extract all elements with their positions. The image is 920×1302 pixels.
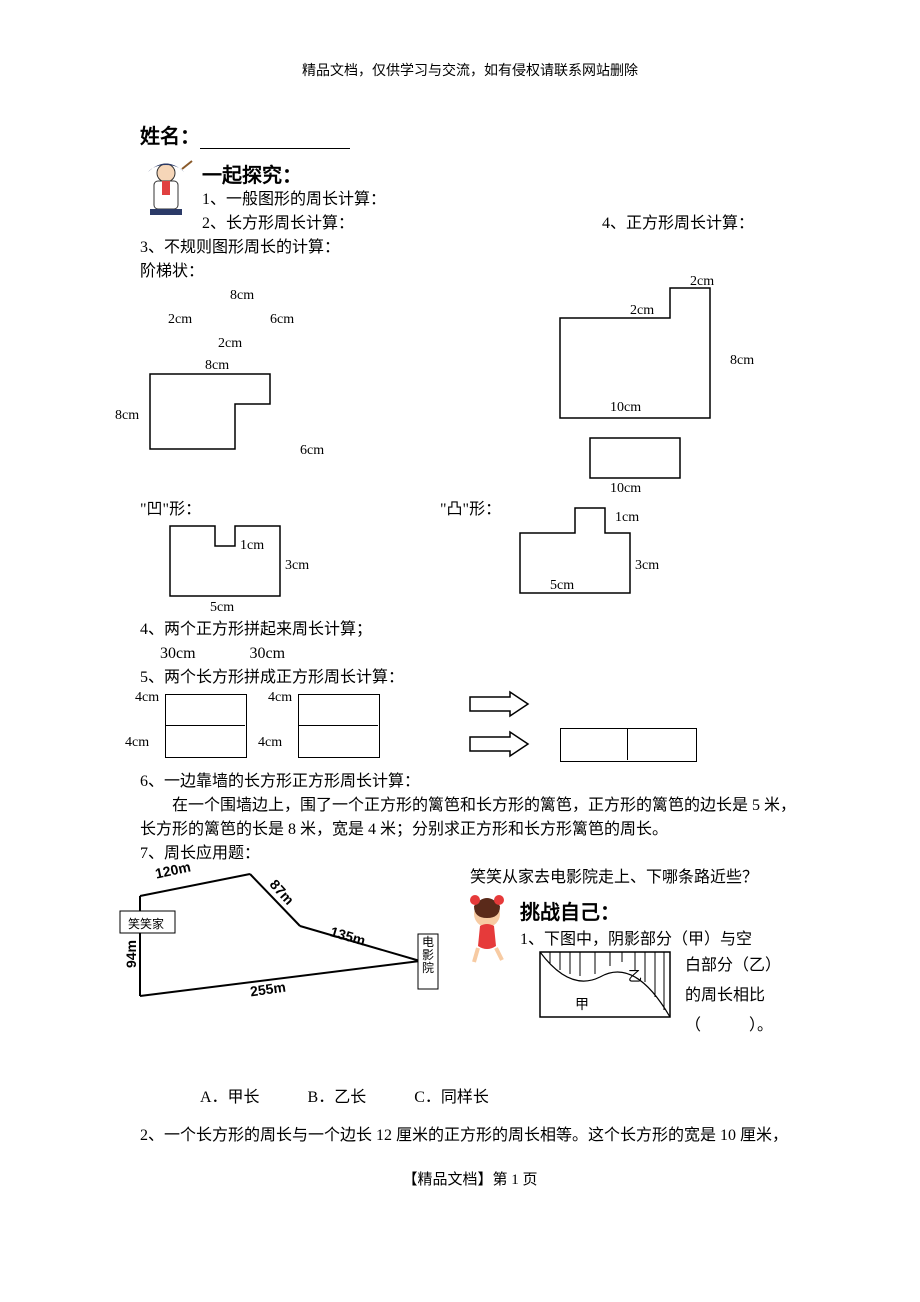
dim-label: 4cm (258, 735, 282, 751)
dim-label: 3cm (285, 558, 309, 574)
divider-line (298, 725, 378, 726)
q2-text: 2、一个长方形的周长与一个边长 12 厘米的正方形的周长相等。这个长方形的宽是 … (140, 1124, 800, 1148)
concave-label: "凹"形： (140, 498, 201, 522)
rect-shape (165, 694, 247, 758)
teacher-icon (140, 159, 192, 219)
q4-dims: 30cm 30cm (140, 642, 800, 666)
explore-section: 一起探究： 1、一般图形的周长计算： 2、长方形周长计算： 4、正方形周长计算： (140, 159, 800, 236)
q5-text: 5、两个长方形拼成正方形周长计算： (140, 666, 800, 690)
dim-label: 8cm (115, 408, 139, 424)
dim-label: 2cm (218, 336, 242, 352)
dim-label: 8cm (730, 353, 754, 369)
page: 精品文档，仅供学习与交流，如有侵权请联系网站删除 姓名： 一起探究： 1、一般图… (0, 0, 920, 1229)
map-home: 笑笑家 (128, 915, 164, 932)
stair-left-shape (150, 374, 310, 464)
girl-icon (462, 896, 512, 966)
dim-label: 8cm (205, 358, 229, 374)
name-label: 姓名： (140, 126, 200, 148)
dim-label: 1cm (615, 510, 639, 526)
concave-convex-row: "凹"形： "凸"形： 1cm 3cm 5cm 1cm 3cm 5cm (140, 498, 800, 618)
footer: 【精品文档】第 1 页 (140, 1168, 800, 1189)
divider-line (627, 728, 628, 760)
rect-shape (560, 728, 697, 762)
arrow-icon (470, 692, 530, 718)
explore-item-3: 3、不规则图形周长的计算： (140, 236, 800, 260)
explore-item-1: 1、一般图形的周长计算： (202, 188, 754, 212)
q6-title: 6、一边靠墙的长方形正方形周长计算： (140, 770, 800, 794)
dim-label: 2cm (690, 274, 714, 290)
dim-label: 4cm (135, 690, 159, 706)
challenge-title: 挑战自己： (520, 896, 620, 925)
dim-label: 10cm (610, 400, 641, 416)
dim-label: 3cm (635, 558, 659, 574)
q7-question: 笑笑从家去电影院走上、下哪条路近些？ (470, 866, 758, 890)
challenge-options: A．甲长 B．乙长 C．同样长 (140, 1086, 800, 1110)
jia-yi-diagram (540, 952, 670, 1022)
name-underline[interactable] (200, 148, 350, 149)
q7-title: 7、周长应用题： (140, 842, 800, 866)
convex-label: "凸"形： (440, 498, 501, 522)
footer-prefix: 【精品文档】 (402, 1172, 492, 1188)
explore-item-2: 2、长方形周长计算： (202, 212, 602, 236)
dim-label: 10cm (610, 481, 641, 497)
yi-label: 乙 (628, 966, 642, 986)
challenge-tail1: 白部分（乙） (685, 954, 781, 978)
arrow-icon (470, 732, 530, 758)
name-row: 姓名： (140, 120, 800, 149)
divider-line (165, 725, 245, 726)
q5-diagram: 4cm 4cm 4cm 4cm (140, 690, 800, 770)
footer-page: 第 1 页 (493, 1172, 538, 1188)
dim-label: 30cm (250, 645, 286, 662)
challenge-tail2: 的周长相比 (685, 984, 765, 1008)
rect-shape (298, 694, 380, 758)
map-cinema: 电影院 (422, 936, 436, 976)
q7-area: 120m 87m 135m 94m 255m 笑笑家 电影院 笑笑从家去电影院走… (140, 866, 800, 1036)
dim-label: 4cm (125, 735, 149, 751)
q6-body: 在一个围墙边上，围了一个正方形的篱笆和长方形的篱笆，正方形的篱笆的边长是 5 米… (140, 794, 800, 842)
dim-label: 30cm (160, 645, 196, 662)
dim-label: 6cm (270, 312, 294, 328)
concave-shape (170, 526, 290, 611)
challenge-tail3: （ ）。 (685, 1014, 773, 1038)
dim-label: 5cm (550, 578, 574, 594)
explore-item-4: 4、正方形周长计算： (602, 212, 754, 236)
header-note: 精品文档，仅供学习与交流，如有侵权请联系网站删除 (140, 60, 800, 80)
explore-title: 一起探究： (202, 159, 754, 188)
dim-label: 1cm (240, 538, 264, 554)
dim-label: 2cm (630, 303, 654, 319)
map-dist: 94m (123, 940, 139, 968)
q4-text: 4、两个正方形拼起来周长计算； (140, 618, 800, 642)
dim-label: 4cm (268, 690, 292, 706)
dim-label: 5cm (210, 600, 234, 616)
dim-label: 2cm (168, 312, 192, 328)
stair-diagrams: 8cm 2cm 6cm 2cm 8cm 8cm 6cm 2cm 2cm 8cm … (140, 288, 800, 498)
dim-label: 8cm (230, 288, 254, 304)
challenge-q1-lead: 1、下图中，阴影部分（甲）与空 (520, 928, 752, 952)
jia-label: 甲 (575, 994, 589, 1014)
